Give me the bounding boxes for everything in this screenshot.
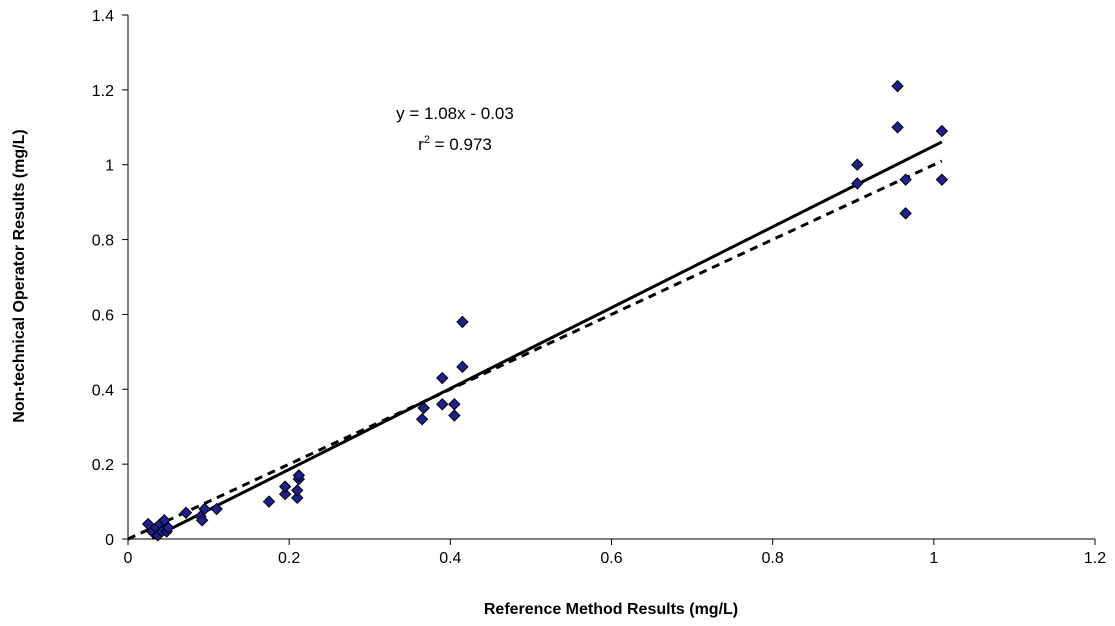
data-point [448,398,461,411]
y-axis-title: Non-technical Operator Results (mg/L) [11,129,28,422]
x-tick-labels: 0 0.2 0.4 0.6 0.8 1 1.2 [124,550,1107,567]
data-point [262,495,276,508]
r-squared-value: = 0.973 [430,135,492,154]
data-point [935,173,949,186]
regression-equation: y = 1.08x - 0.03 [396,104,514,123]
y-tick-label: 0 [105,532,114,549]
data-point [436,398,449,411]
x-tick-label: 0.8 [762,550,784,567]
x-tick-label: 0.2 [278,550,300,567]
data-point [292,469,306,482]
x-axis-title: Reference Method Results (mg/L) [484,601,738,618]
y-tick-label: 0.6 [92,307,114,324]
data-point [456,315,469,329]
r-squared-annotation: r2 = 0.973 [418,134,492,154]
r-squared-prefix: r [418,135,424,154]
y-tick-label: 0.2 [92,457,114,474]
data-point [198,502,211,516]
x-tick-label: 0.6 [600,550,622,567]
y-tick-label: 0.4 [92,382,114,399]
data-point [210,502,223,516]
axes [122,14,1096,545]
data-point [417,401,430,415]
x-tick-label: 0 [124,550,133,567]
y-tick-label: 1 [105,158,114,175]
y-tick-label: 0.8 [92,233,114,250]
y-tick-label: 1.4 [92,8,114,25]
data-point [415,413,429,426]
x-tick-label: 0.4 [439,550,461,567]
fit-lines [127,140,943,541]
y-tick-labels: 0 0.2 0.4 0.6 0.8 1 1.2 1.4 [92,8,114,549]
data-point [891,121,904,134]
x-tick-label: 1 [929,550,938,567]
regression-line [151,140,943,540]
data-point [195,514,209,527]
data-point [448,409,461,422]
data-point [935,124,949,138]
x-tick-label: 1.2 [1084,550,1106,567]
data-point [436,371,449,385]
data-point [179,506,193,520]
data-point [851,158,864,171]
data-point [278,480,292,493]
data-point [278,487,292,501]
data-point [899,173,912,186]
one-to-one-line [127,159,943,541]
data-point [291,491,304,505]
data-points [141,79,949,542]
data-point [899,207,912,220]
data-point [891,79,904,93]
data-point [162,521,175,534]
y-tick-label: 1.2 [92,83,114,100]
data-point [291,484,304,497]
data-point [456,360,469,374]
r-squared-exponent: 2 [424,134,430,146]
data-point [851,177,864,190]
